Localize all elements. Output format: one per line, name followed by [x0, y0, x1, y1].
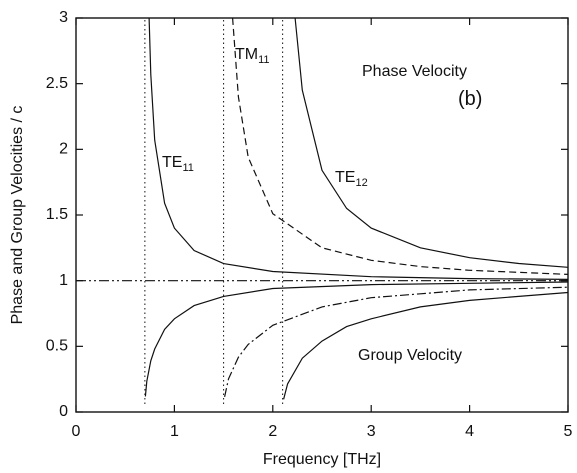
- curve: [294, 17, 569, 268]
- x-tick-label: 2: [268, 423, 277, 440]
- x-tick-label: 0: [72, 423, 81, 440]
- x-axis-title: Frequency [THz]: [263, 451, 381, 468]
- annotation: Group Velocity: [358, 347, 462, 364]
- x-tick-label: 3: [367, 423, 376, 440]
- annotation-text: TE: [162, 154, 182, 171]
- curve: [144, 281, 569, 397]
- y-tick-label: 2: [59, 141, 68, 158]
- annotation-subscript: 12: [355, 177, 367, 189]
- y-tick-label: 3: [59, 9, 68, 26]
- annotation-text: (b): [458, 88, 482, 110]
- curve: [148, 17, 569, 280]
- y-axis-title: Phase and Group Velocities / c: [9, 106, 26, 325]
- annotation: (b): [458, 88, 482, 110]
- y-tick-label: 2.5: [46, 75, 68, 92]
- x-tick-label: 4: [465, 423, 474, 440]
- curve: [232, 17, 569, 275]
- y-tick-label: 1.5: [46, 206, 68, 223]
- curve: [283, 291, 569, 400]
- y-tick-label: 1: [59, 272, 68, 289]
- annotation: TE12: [335, 169, 368, 189]
- annotation-subscript: 11: [258, 54, 269, 66]
- x-tick-label: 5: [564, 423, 573, 440]
- annotation-text: Group Velocity: [358, 347, 462, 364]
- curve: [224, 286, 569, 398]
- annotation: TE11: [162, 154, 194, 174]
- y-tick-label: 0: [59, 403, 68, 420]
- annotation: Phase Velocity: [362, 63, 467, 80]
- annotation-text: TE: [335, 169, 355, 186]
- annotation-text: Phase Velocity: [362, 63, 467, 80]
- annotation: TM11: [235, 46, 270, 66]
- y-tick-label: 0.5: [46, 338, 68, 355]
- plot-frame: [75, 17, 569, 413]
- x-tick-label: 1: [170, 423, 179, 440]
- annotation-subscript: 11: [182, 162, 193, 174]
- annotation-text: TM: [235, 46, 258, 63]
